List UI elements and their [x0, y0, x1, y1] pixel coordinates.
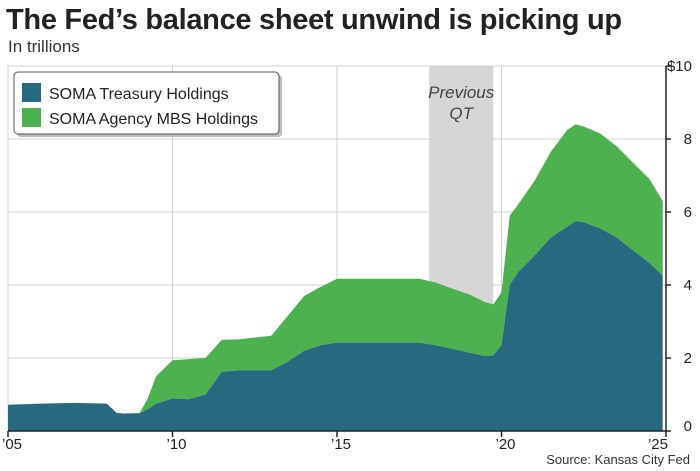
- legend-swatch-mbs: [22, 108, 41, 127]
- y-tick-label: 0: [684, 418, 692, 435]
- axes: ’05 ’10 ’15 ’20 ’25 0 2 4 6 8 $10: [2, 58, 692, 453]
- x-tick-label: ’10: [166, 436, 186, 453]
- legend-label-mbs: SOMA Agency MBS Holdings: [49, 111, 258, 128]
- x-tick-label: ’05: [2, 436, 22, 453]
- previous-qt-label-qt: QT: [449, 104, 474, 123]
- previous-qt-label: Previous: [428, 83, 495, 102]
- legend-label-treasury: SOMA Treasury Holdings: [49, 86, 229, 103]
- x-tick-label: ’15: [331, 436, 351, 453]
- y-tick-label: 8: [684, 131, 692, 148]
- treasury-holdings-area: [8, 221, 663, 431]
- y-tick-label: 4: [684, 277, 692, 294]
- legend: SOMA Treasury Holdings SOMA Agency MBS H…: [13, 71, 282, 137]
- y-tick-label: 6: [684, 204, 692, 221]
- chart-title: The Fed’s balance sheet unwind is pickin…: [6, 4, 622, 36]
- y-tick-label: $10: [667, 58, 692, 75]
- chart-subtitle: In trillions: [8, 37, 80, 56]
- source-note: Source: Kansas City Fed: [546, 452, 690, 467]
- legend-box: [13, 71, 280, 135]
- y-tick-label: 2: [684, 350, 692, 367]
- mbs-holdings-area: [8, 124, 663, 414]
- x-tick-label: ’25: [648, 436, 668, 453]
- legend-swatch-treasury: [22, 83, 41, 102]
- x-tick-label: ’20: [495, 436, 515, 453]
